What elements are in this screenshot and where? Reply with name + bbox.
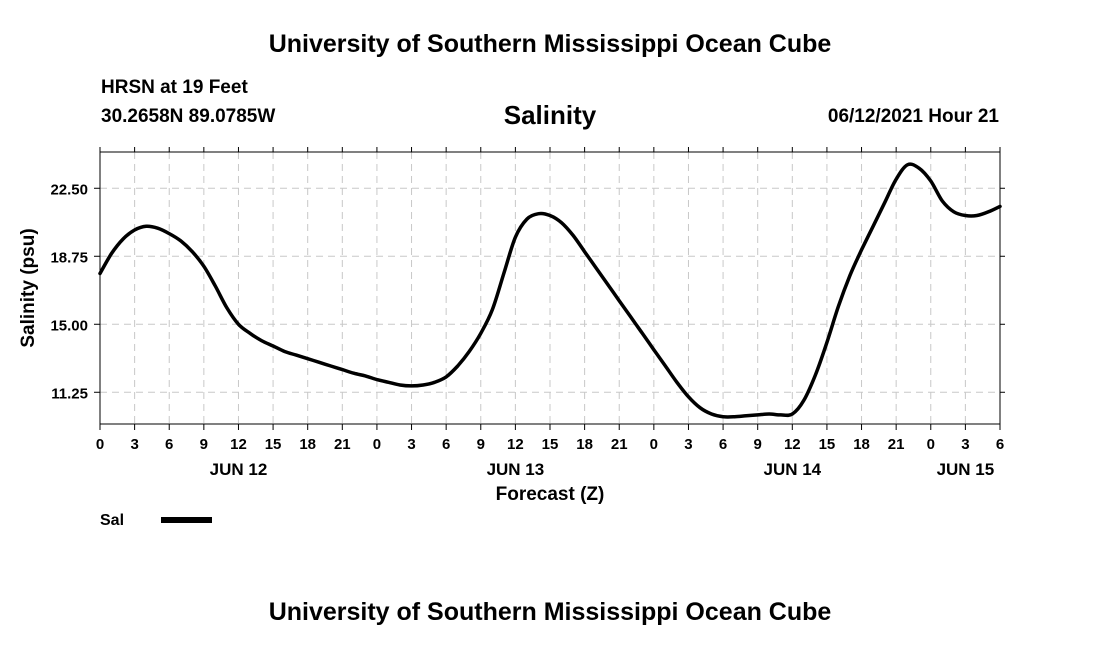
y-tick-label: 11.25: [51, 385, 88, 402]
y-tick-label: 15.00: [50, 317, 88, 334]
x-tick-label: 21: [334, 436, 351, 453]
coordinates-label: 30.2658N 89.0785W: [101, 106, 276, 127]
day-label: JUN 15: [937, 460, 995, 479]
day-label: JUN 14: [763, 460, 821, 479]
chart-title: Salinity: [503, 100, 597, 130]
day-label: JUN 13: [487, 460, 545, 479]
tick-layer: [94, 147, 1005, 430]
x-tick-label: 18: [576, 436, 593, 453]
x-tick-label: 18: [853, 436, 870, 453]
x-tick-label: 3: [684, 436, 692, 453]
x-tick-label: 18: [299, 436, 316, 453]
x-tick-label: 12: [784, 436, 801, 453]
x-tick-label: 12: [230, 436, 247, 453]
x-axis-label: Forecast (Z): [496, 484, 605, 505]
grid-layer: [100, 152, 1000, 424]
x-tick-label: 6: [442, 436, 450, 453]
x-tick-label: 6: [719, 436, 727, 453]
x-tick-label: 3: [961, 436, 969, 453]
legend-label-sal: Sal: [100, 512, 124, 529]
timestamp-label: 06/12/2021 Hour 21: [827, 106, 999, 127]
x-tick-label: 0: [96, 436, 104, 453]
x-tick-label: 3: [407, 436, 415, 453]
axis-label-layer: 0 3 6 9 12 15 18 21 0 3 6 9 12 15 18 21 0 3 6 9 12 15 18 21 0 3 6 1…: [50, 181, 1004, 479]
x-tick-label: 9: [754, 436, 762, 453]
y-tick-label: 22.50: [50, 181, 88, 198]
x-tick-label: 15: [265, 436, 282, 453]
station-label: HRSN at 19 Feet: [101, 77, 248, 98]
x-tick-label: 9: [477, 436, 485, 453]
x-tick-label: 12: [507, 436, 524, 453]
x-tick-label: 9: [200, 436, 208, 453]
x-tick-label: 0: [373, 436, 381, 453]
x-tick-label: 6: [996, 436, 1004, 453]
x-tick-label: 21: [888, 436, 905, 453]
x-tick-label: 21: [611, 436, 628, 453]
x-tick-label: 0: [650, 436, 658, 453]
x-tick-label: 15: [819, 436, 836, 453]
day-label: JUN 12: [210, 460, 268, 479]
x-tick-label: 3: [130, 436, 138, 453]
bottom-title: University of Southern Mississippi Ocean…: [268, 598, 832, 626]
y-axis-label: Salinity (psu): [18, 228, 39, 347]
salinity-line: [98, 162, 1002, 419]
x-tick-label: 15: [542, 436, 559, 453]
x-tick-label: 0: [927, 436, 935, 453]
legend: Sal: [100, 512, 212, 529]
y-tick-label: 18.75: [50, 249, 88, 266]
top-title: University of Southern Mississippi Ocean…: [268, 30, 832, 58]
x-tick-label: 6: [165, 436, 173, 453]
